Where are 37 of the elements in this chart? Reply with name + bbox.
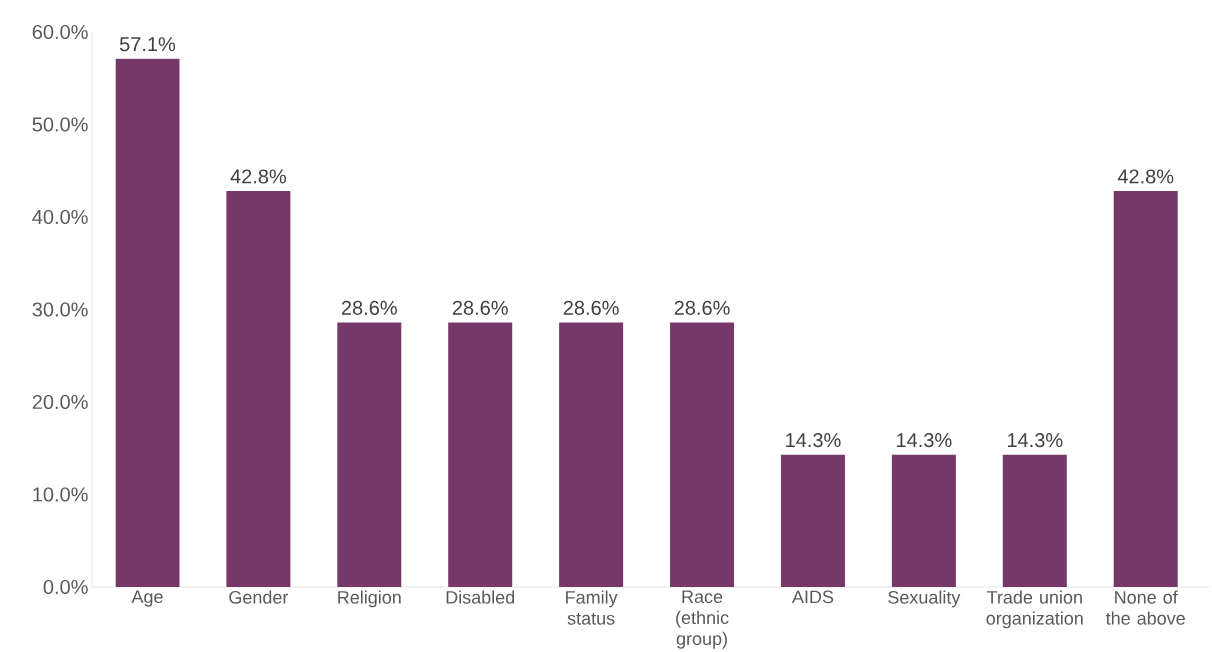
bar xyxy=(337,322,402,587)
data-label: 14.3% xyxy=(897,433,952,448)
x-tick-label: Race (ethnic group) xyxy=(676,590,729,649)
x-tick-label: AIDS xyxy=(791,590,834,604)
data-label: 28.6% xyxy=(452,300,508,315)
bar xyxy=(1113,191,1178,587)
x-tick-label: Sexuality xyxy=(888,590,961,608)
y-tick-label: 10.0% xyxy=(33,487,88,502)
x-tick-label: Religion xyxy=(338,590,401,608)
bar xyxy=(226,191,291,587)
data-label: 42.8% xyxy=(1117,169,1174,184)
y-tick-label: 30.0% xyxy=(32,302,88,317)
bar xyxy=(780,454,845,587)
y-tick-label: 0.0% xyxy=(43,579,88,595)
bar xyxy=(1002,454,1067,587)
x-tick-label: Age xyxy=(131,590,163,607)
bar xyxy=(115,58,180,587)
data-label: 28.6% xyxy=(563,300,619,315)
x-tick-label: Trade union organization xyxy=(986,590,1083,629)
data-label: 14.3% xyxy=(786,433,841,448)
y-tick-label: 60.0% xyxy=(32,24,88,40)
x-tick-label: Family status xyxy=(566,590,618,625)
y-tick-label: 50.0% xyxy=(32,117,88,132)
data-label: 42.8% xyxy=(230,169,287,184)
bar xyxy=(670,322,735,587)
y-tick-label: 40.0% xyxy=(32,209,88,225)
y-tick-label: 20.0% xyxy=(32,394,88,410)
bar xyxy=(559,322,624,587)
data-label: 28.6% xyxy=(341,300,397,315)
bar xyxy=(891,454,956,587)
data-label: 14.3% xyxy=(1007,433,1063,448)
data-label: 28.6% xyxy=(674,300,730,315)
data-label: 57.1% xyxy=(119,37,176,52)
x-tick-label: Disabled xyxy=(446,590,515,604)
x-tick-label: Gender xyxy=(229,590,289,604)
bar xyxy=(448,322,513,587)
x-tick-label: None of the above xyxy=(1105,590,1185,625)
